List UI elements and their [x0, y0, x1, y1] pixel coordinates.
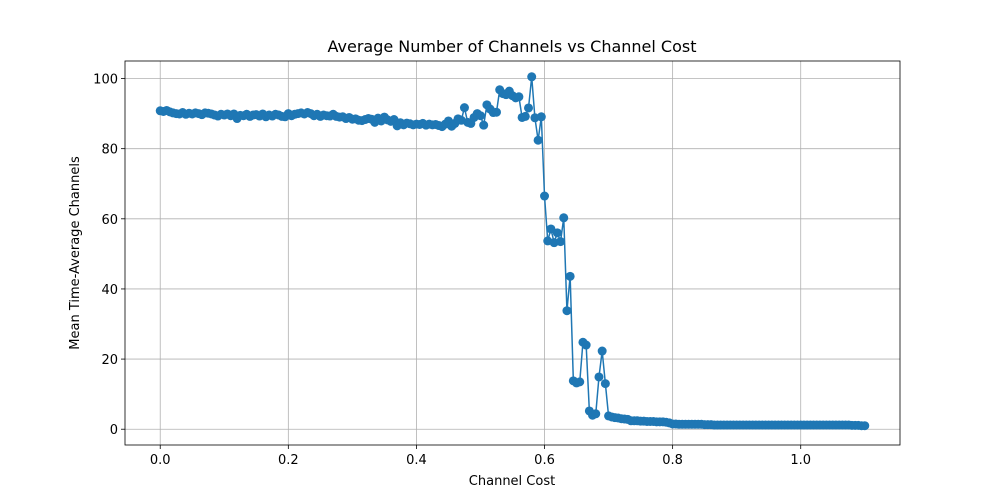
data-point	[533, 135, 543, 145]
data-point	[860, 421, 870, 431]
data-point	[475, 111, 485, 121]
data-point	[459, 103, 469, 113]
data-point	[491, 107, 501, 117]
x-tick-label: 1.0	[790, 453, 811, 468]
x-tick-label: 0.6	[534, 453, 555, 468]
y-tick-label: 60	[101, 213, 118, 228]
data-point	[600, 379, 610, 389]
tick-layer: 0.0 0.2 0.4 0.6 0.8 1.0 0 20 40 60 80 100	[93, 73, 811, 468]
data-point	[594, 372, 604, 382]
data-point	[597, 346, 607, 356]
x-tick-label: 0.0	[150, 453, 171, 468]
data-point	[562, 306, 572, 316]
x-axis-label: Channel Cost	[469, 474, 555, 489]
plot-frame	[124, 60, 901, 446]
data-point	[514, 92, 524, 102]
data-point	[524, 103, 534, 113]
y-tick-label: 0	[110, 423, 118, 438]
y-tick-label: 40	[101, 283, 118, 298]
data-point	[575, 377, 585, 387]
x-tick-label: 0.4	[406, 453, 427, 468]
data-point	[520, 111, 530, 121]
data-point	[559, 213, 569, 223]
data-point	[581, 340, 591, 350]
y-tick-label: 80	[101, 143, 118, 158]
data-point	[556, 237, 566, 247]
data-point	[536, 112, 546, 122]
data-point	[479, 120, 489, 130]
data-point	[552, 228, 562, 238]
data-point	[540, 191, 550, 201]
y-tick-label: 20	[101, 353, 118, 368]
x-tick-label: 0.2	[278, 453, 299, 468]
y-tick-label: 100	[93, 73, 118, 88]
data-point	[527, 72, 537, 82]
y-axis-label: Mean Time-Average Channels	[68, 156, 83, 350]
series-layer	[155, 72, 870, 431]
series-line	[160, 76, 865, 427]
x-tick-label: 0.8	[662, 453, 683, 468]
data-point	[565, 271, 575, 281]
chart-title: Average Number of Channels vs Channel Co…	[328, 37, 697, 56]
data-point	[591, 409, 601, 419]
